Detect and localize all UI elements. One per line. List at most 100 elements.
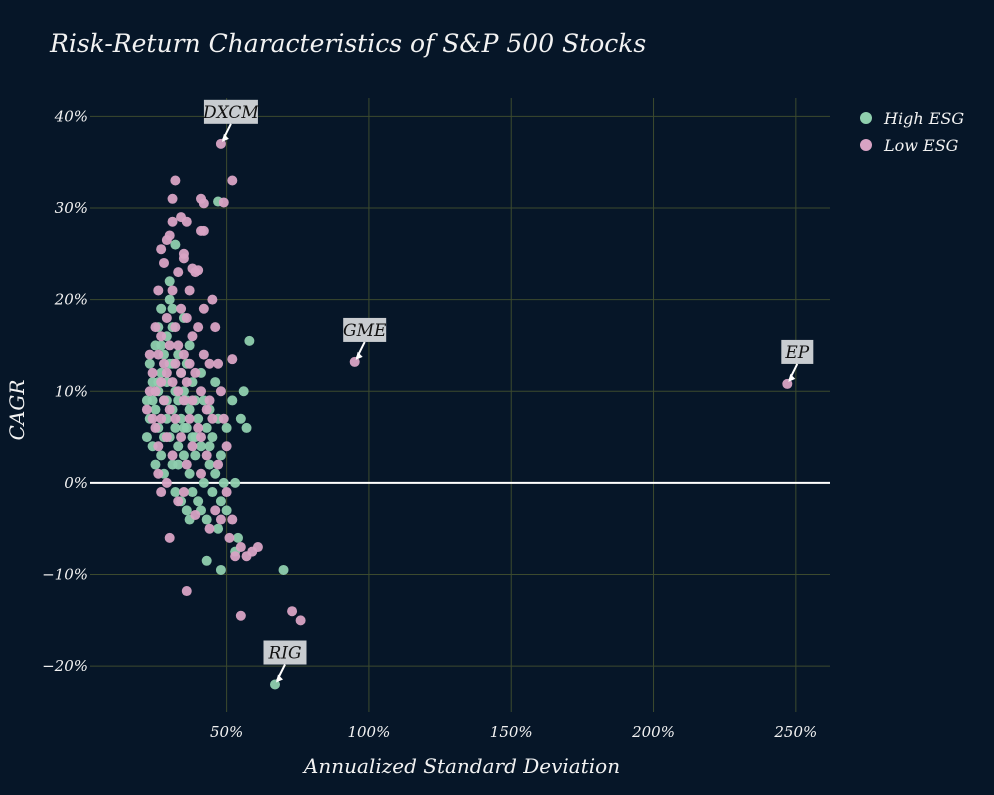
y-tick-label: 10% [55,382,88,400]
low-esg-point [156,487,167,498]
high-esg-point [164,276,175,287]
low-esg-point [178,253,189,264]
low-esg-point [196,432,206,443]
low-esg-point [161,477,172,488]
low-esg-point [161,367,172,378]
low-esg-point [227,354,238,365]
annotation-label: RIG [267,644,301,664]
low-esg-point [153,441,164,452]
low-esg-point [173,386,184,397]
low-esg-point [215,138,226,149]
x-tick-label: 50% [210,723,243,741]
low-esg-point [210,322,221,333]
high-esg-point [238,386,249,397]
low-esg-point [153,285,164,296]
low-esg-point [210,505,221,516]
high-esg-point [221,422,232,433]
legend-marker-high-esg [860,112,872,124]
low-esg-point [187,395,198,406]
high-esg-point [156,303,167,314]
low-esg-point [181,312,192,323]
low-esg-point [173,340,184,351]
high-esg-point [221,505,232,516]
low-esg-point [187,441,198,452]
low-esg-point [193,422,204,433]
high-esg-point [181,505,192,516]
high-esg-point [150,459,161,470]
high-esg-point [213,523,224,534]
low-esg-point [181,377,192,388]
low-esg-point [215,386,226,397]
low-esg-point [201,404,212,415]
high-esg-point [167,303,178,314]
high-esg-point [147,395,158,406]
high-esg-point [207,487,218,498]
high-esg-point [150,404,161,415]
annotation-box [263,640,307,665]
low-esg-point [159,358,169,369]
low-esg-point [218,413,229,424]
high-esg-point [215,496,226,507]
low-esg-point [349,356,360,367]
high-esg-point [170,487,181,498]
low-esg-point [156,413,167,424]
low-esg-point [198,303,209,314]
low-esg-point [176,367,187,378]
low-esg-point [218,197,229,208]
high-esg-point [204,441,215,452]
high-esg-point [215,450,226,461]
low-esg-point [156,244,167,255]
high-esg-point [244,335,255,346]
low-esg-point [230,551,241,562]
x-tick-label: 150% [490,723,533,741]
annotation-box [343,317,387,342]
low-esg-point [161,312,172,323]
arrowhead [221,133,229,142]
low-esg-point [287,606,298,617]
low-esg-point [235,610,246,621]
high-esg-point [184,404,195,415]
x-tick-label: 250% [773,723,817,741]
low-esg-point [178,487,189,498]
high-esg-point [196,441,206,452]
high-esg-point [144,358,155,369]
grid [90,98,830,712]
low-esg-point [164,340,175,351]
low-esg-point [164,404,175,415]
low-esg-point [221,441,232,452]
low-esg-point [224,532,235,543]
low-esg-point [167,285,178,296]
low-esg-point [193,322,204,333]
low-esg-point [204,523,215,534]
low-esg-point [213,459,224,470]
high-esg-point [156,340,167,351]
high-esg-point [201,514,212,525]
high-esg-point [173,441,184,452]
low-esg-point [782,378,793,389]
low-esg-point [153,468,164,479]
tick-labels: 50% 100% 150% 200% 250% −20% −10% 0% 10% 20% 30% 40… [42,107,817,741]
low-esg-point [161,235,172,246]
low-esg-point [252,542,263,553]
annotation-box [781,339,814,364]
high-esg-point [227,395,238,406]
high-esg-point [170,239,181,250]
low-esg-point [198,225,209,236]
y-tick-label: 0% [64,474,88,492]
low-esg-point [193,265,204,276]
low-esg-point [178,395,189,406]
annotation-label: GME [343,321,387,341]
low-esg-point [295,615,306,626]
high-esg-point [207,432,218,443]
low-esg-point [227,514,238,525]
annotation-label: DXCM [202,103,259,123]
arrowhead [355,351,363,360]
high-esg-point [187,487,198,498]
low-esg-point [161,432,172,443]
low-esg-point [184,285,195,296]
high-esg-point [201,555,212,566]
high-esg-point [190,450,201,461]
high-esg-point [241,422,252,433]
low-esg-point [156,331,167,342]
high-esg-point [156,450,167,461]
